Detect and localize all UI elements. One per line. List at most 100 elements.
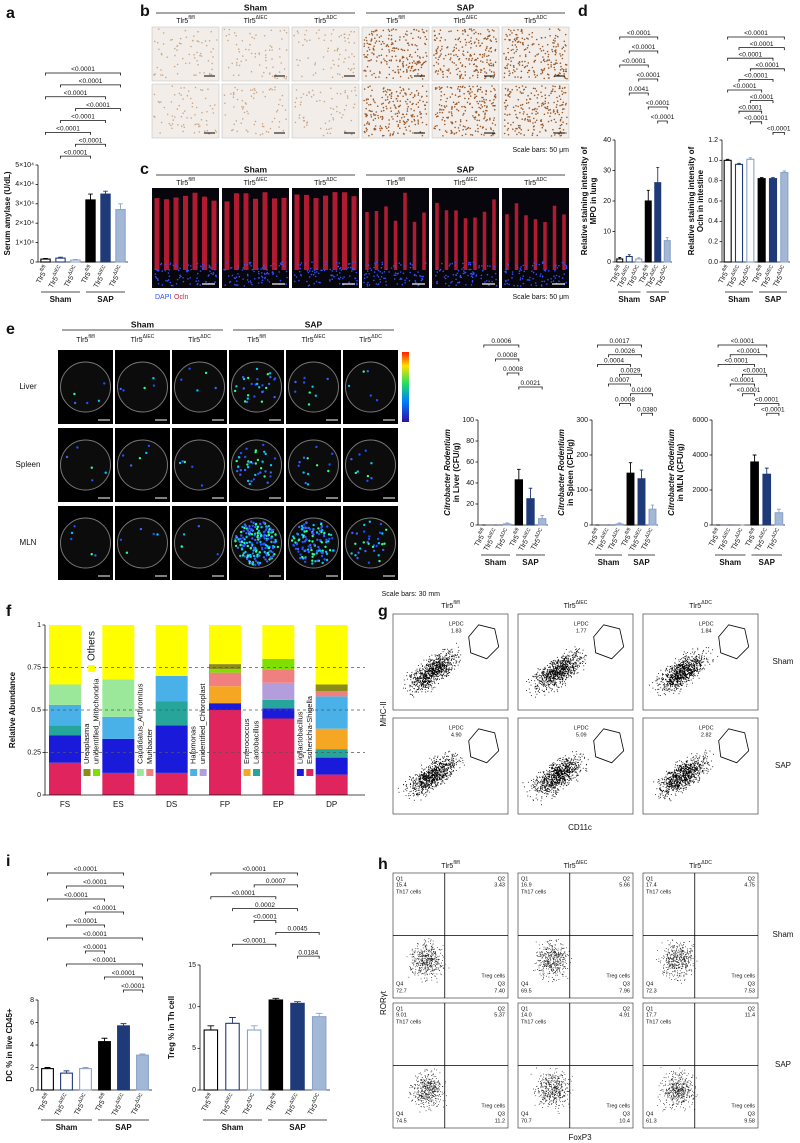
y-tick-label: 1 bbox=[37, 622, 41, 629]
bar bbox=[514, 479, 524, 526]
bracket bbox=[45, 96, 106, 100]
bracket bbox=[641, 412, 653, 416]
stain-texture bbox=[153, 85, 218, 135]
column-header: Tlr5ΔIEC bbox=[302, 334, 326, 344]
superscript: ΔDC bbox=[200, 334, 211, 340]
quadrant-text: 11.4 bbox=[745, 1012, 755, 1018]
y-tick-label: 40 bbox=[603, 137, 611, 144]
error-bar bbox=[44, 1067, 51, 1069]
column-header: Tlr5ΔIEC bbox=[454, 177, 478, 187]
y-tick-label: 20 bbox=[466, 501, 474, 508]
bracket bbox=[60, 120, 106, 123]
gate-value: 4.90 bbox=[451, 732, 462, 738]
villi bbox=[224, 192, 287, 270]
x-tick-label: Tlr5ΔDC bbox=[305, 1092, 325, 1117]
p-value: <0.0001 bbox=[112, 970, 136, 977]
y-tick-label: 40 bbox=[466, 480, 474, 487]
column-header: Tlr5ΔDC bbox=[524, 177, 547, 187]
p-value: <0.0001 bbox=[733, 83, 757, 90]
y-tick-label: 1.2 bbox=[708, 137, 718, 144]
p-value: <0.0001 bbox=[93, 905, 117, 912]
superscript: fl/fl bbox=[270, 1092, 278, 1101]
quadrant-text: Q4 bbox=[646, 1111, 653, 1117]
legend-swatch bbox=[88, 665, 96, 672]
column-header: Tlr5ΔIEC bbox=[244, 177, 268, 187]
group-label: Sham bbox=[728, 295, 750, 304]
plate bbox=[60, 517, 111, 569]
bracket bbox=[717, 364, 755, 367]
column-header: Tlr5ΔIEC bbox=[564, 600, 588, 610]
group-label: SAP bbox=[289, 1123, 306, 1132]
y-tick-label: 2×10⁴ bbox=[15, 220, 34, 227]
x-tick-label: Tlr5fl/fl bbox=[92, 1092, 109, 1113]
stack-segment bbox=[315, 696, 348, 729]
p-value: <0.0001 bbox=[750, 41, 774, 48]
colonies bbox=[369, 394, 379, 402]
legend-swatch bbox=[190, 769, 198, 776]
superscript: ΔDC bbox=[771, 527, 782, 540]
column-header: Tlr5ΔDC bbox=[359, 334, 382, 344]
nuclei bbox=[293, 261, 358, 287]
superscript: ΔIEC bbox=[620, 264, 631, 277]
stain-label: DAPI bbox=[155, 294, 171, 301]
stack-segment bbox=[102, 738, 135, 773]
bar bbox=[502, 523, 512, 526]
superscript: ΔDC bbox=[536, 177, 547, 183]
legend-swatch bbox=[83, 769, 91, 776]
superscript: fl/fl bbox=[39, 264, 47, 273]
superscript: ΔDC bbox=[246, 1092, 257, 1105]
colonies bbox=[235, 449, 266, 478]
plate bbox=[345, 517, 396, 569]
micrograph bbox=[291, 83, 360, 139]
p-value: <0.0001 bbox=[64, 149, 88, 156]
nuclei bbox=[363, 261, 427, 287]
superscript: ΔIEC bbox=[649, 264, 660, 277]
group-label: SAP bbox=[759, 558, 776, 567]
plate bbox=[231, 439, 282, 491]
row-label: Liver bbox=[19, 382, 37, 391]
y-tick-label: 60 bbox=[466, 459, 474, 466]
bracket bbox=[619, 36, 659, 40]
events bbox=[655, 939, 698, 984]
bar bbox=[654, 182, 662, 263]
bracket bbox=[597, 364, 631, 367]
quadrant-text: Q1 bbox=[646, 1006, 653, 1012]
stain-texture bbox=[293, 29, 356, 79]
x-tick-label: Tlr5ΔIEC bbox=[283, 1092, 303, 1118]
error-bar bbox=[627, 254, 631, 257]
row-label: Spleen bbox=[16, 460, 41, 469]
quadrant-text: Treg cells bbox=[606, 1103, 630, 1109]
x-tick-label: Tlr5ΔDC bbox=[106, 264, 126, 289]
gate-label: LPDC bbox=[699, 621, 714, 627]
p-value: <0.0001 bbox=[242, 937, 266, 944]
bracket bbox=[66, 963, 143, 967]
panel-letter: c bbox=[140, 161, 149, 178]
colonies bbox=[180, 367, 191, 381]
error-bar bbox=[528, 487, 533, 499]
error-bar bbox=[637, 257, 641, 259]
p-value: <0.0001 bbox=[743, 367, 767, 374]
gate-value: 2.82 bbox=[701, 732, 712, 738]
error-bar bbox=[639, 469, 644, 479]
group-label: SAP bbox=[115, 1123, 132, 1132]
quadrant-text: Q1 bbox=[396, 876, 403, 882]
superscript: fl/fl bbox=[624, 527, 632, 536]
y-tick-label: 0 bbox=[30, 259, 34, 266]
quadrant-text: Q4 bbox=[646, 981, 653, 987]
flow-plot bbox=[392, 613, 509, 711]
quadrant-text: Th17 cells bbox=[396, 1019, 421, 1025]
bar bbox=[60, 1072, 73, 1091]
error-bar bbox=[752, 454, 757, 462]
quadrant-text: 17.4 bbox=[646, 882, 657, 888]
stack-segment bbox=[209, 625, 241, 665]
superscript: fl/fl bbox=[398, 15, 404, 21]
events bbox=[406, 938, 450, 983]
p-value: <0.0001 bbox=[83, 879, 107, 886]
x-tick-label: FP bbox=[220, 800, 230, 809]
superscript: ΔDC bbox=[701, 860, 712, 866]
bracket bbox=[45, 131, 91, 135]
column-header: Tlr5fl/fl bbox=[441, 860, 460, 870]
bar bbox=[526, 498, 535, 526]
quadrant-text: Q2 bbox=[498, 876, 505, 882]
plate bbox=[174, 517, 225, 569]
